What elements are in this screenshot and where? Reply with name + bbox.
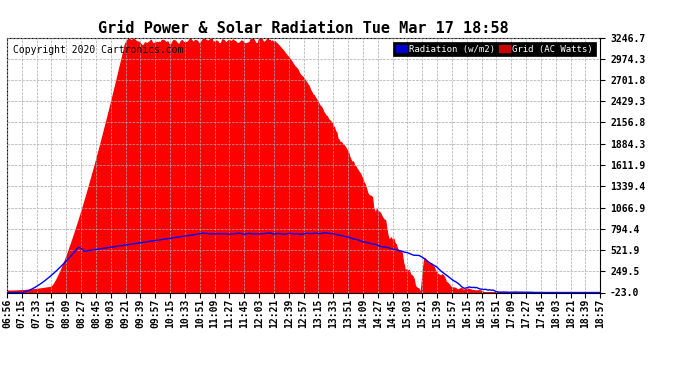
Title: Grid Power & Solar Radiation Tue Mar 17 18:58: Grid Power & Solar Radiation Tue Mar 17 … — [98, 21, 509, 36]
Legend: Radiation (w/m2), Grid (AC Watts): Radiation (w/m2), Grid (AC Watts) — [393, 42, 595, 56]
Text: Copyright 2020 Cartronics.com: Copyright 2020 Cartronics.com — [13, 45, 184, 55]
